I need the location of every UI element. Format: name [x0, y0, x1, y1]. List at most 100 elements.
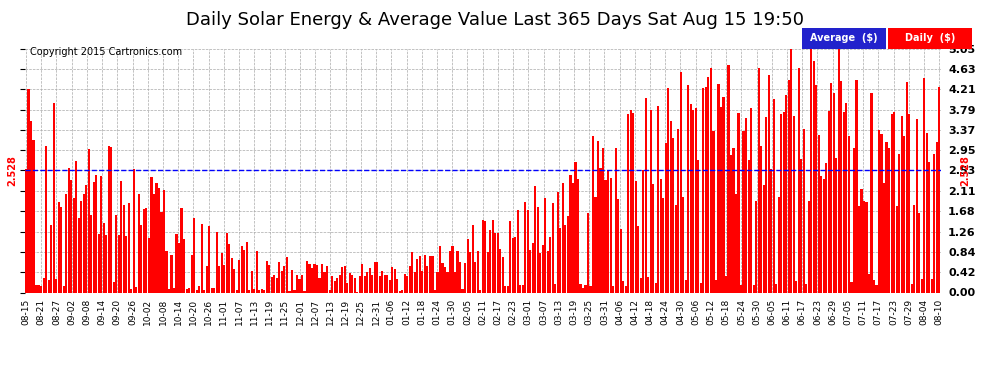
Bar — [664, 143, 667, 292]
Bar — [236, 290, 238, 292]
Text: Daily  ($): Daily ($) — [905, 33, 955, 44]
Bar — [845, 103, 847, 292]
Bar — [908, 114, 910, 292]
Bar — [903, 136, 905, 292]
Bar — [401, 290, 403, 292]
Bar — [901, 116, 903, 292]
Text: Daily Solar Energy & Average Value Last 365 Days Sat Aug 15 19:50: Daily Solar Energy & Average Value Last … — [186, 11, 804, 29]
Bar — [667, 87, 669, 292]
Bar — [476, 252, 479, 292]
Bar — [733, 148, 735, 292]
Bar — [815, 85, 818, 292]
Bar — [767, 75, 769, 292]
Bar — [842, 112, 845, 292]
Bar — [640, 278, 642, 292]
Bar — [486, 252, 489, 292]
Bar — [168, 289, 170, 292]
Bar — [43, 278, 45, 292]
Bar — [589, 286, 592, 292]
Bar — [246, 242, 248, 292]
Bar — [630, 110, 632, 292]
Bar — [512, 238, 514, 292]
Bar — [248, 290, 250, 292]
Bar — [105, 235, 107, 292]
Bar — [170, 255, 172, 292]
Bar — [672, 138, 674, 292]
Bar — [474, 262, 476, 292]
Text: Copyright 2015 Cartronics.com: Copyright 2015 Cartronics.com — [30, 47, 182, 57]
Bar — [868, 274, 870, 292]
Bar — [494, 233, 496, 292]
Bar — [271, 277, 273, 292]
Bar — [427, 266, 429, 292]
Bar — [466, 239, 468, 292]
Bar — [622, 281, 624, 292]
Bar — [414, 272, 416, 292]
Bar — [592, 136, 594, 292]
Bar — [366, 272, 368, 292]
Bar — [30, 121, 32, 292]
Bar — [150, 177, 152, 292]
Bar — [185, 289, 188, 292]
Bar — [218, 266, 220, 292]
Bar — [582, 288, 584, 292]
Bar — [211, 288, 213, 292]
Bar — [381, 271, 383, 292]
Bar — [800, 159, 802, 292]
Bar — [348, 273, 350, 292]
Bar — [258, 290, 260, 292]
Bar — [316, 266, 318, 292]
Bar — [627, 114, 630, 292]
Bar — [929, 162, 931, 292]
Bar — [48, 280, 50, 292]
Bar — [747, 160, 749, 292]
Bar — [610, 178, 612, 292]
Bar — [775, 284, 777, 292]
Bar — [55, 279, 57, 292]
Bar — [206, 266, 208, 292]
Bar — [554, 284, 556, 292]
Bar — [878, 130, 880, 292]
Bar — [175, 234, 177, 292]
Bar — [188, 288, 190, 292]
Bar — [464, 263, 466, 292]
Text: 2.528: 2.528 — [960, 155, 970, 186]
Bar — [675, 206, 677, 292]
Bar — [103, 223, 105, 292]
Bar — [314, 264, 316, 292]
Bar — [783, 112, 785, 292]
Bar — [715, 280, 717, 292]
Bar — [75, 162, 77, 292]
Bar — [404, 274, 406, 292]
Bar — [321, 264, 323, 292]
Bar — [146, 208, 148, 292]
Bar — [855, 80, 857, 292]
Bar — [319, 278, 321, 292]
Bar — [654, 283, 656, 292]
Bar — [198, 286, 200, 292]
Bar — [353, 279, 355, 292]
Bar — [67, 168, 69, 292]
Bar — [777, 197, 780, 292]
Bar — [406, 276, 409, 292]
Bar — [530, 250, 532, 292]
Bar — [196, 290, 198, 292]
Bar — [180, 208, 182, 292]
Bar — [234, 270, 236, 292]
Bar — [577, 179, 579, 292]
Bar — [923, 78, 926, 292]
Bar — [451, 246, 453, 292]
Bar — [391, 267, 393, 292]
Bar — [514, 237, 517, 292]
Bar — [208, 226, 210, 292]
Bar — [448, 251, 451, 292]
Bar — [484, 221, 486, 292]
Bar — [253, 289, 255, 292]
Bar — [471, 225, 473, 292]
Bar — [456, 251, 458, 292]
Bar — [911, 284, 913, 292]
Bar — [88, 149, 90, 292]
Bar — [160, 212, 162, 292]
Bar — [765, 117, 767, 292]
Bar — [481, 220, 484, 292]
